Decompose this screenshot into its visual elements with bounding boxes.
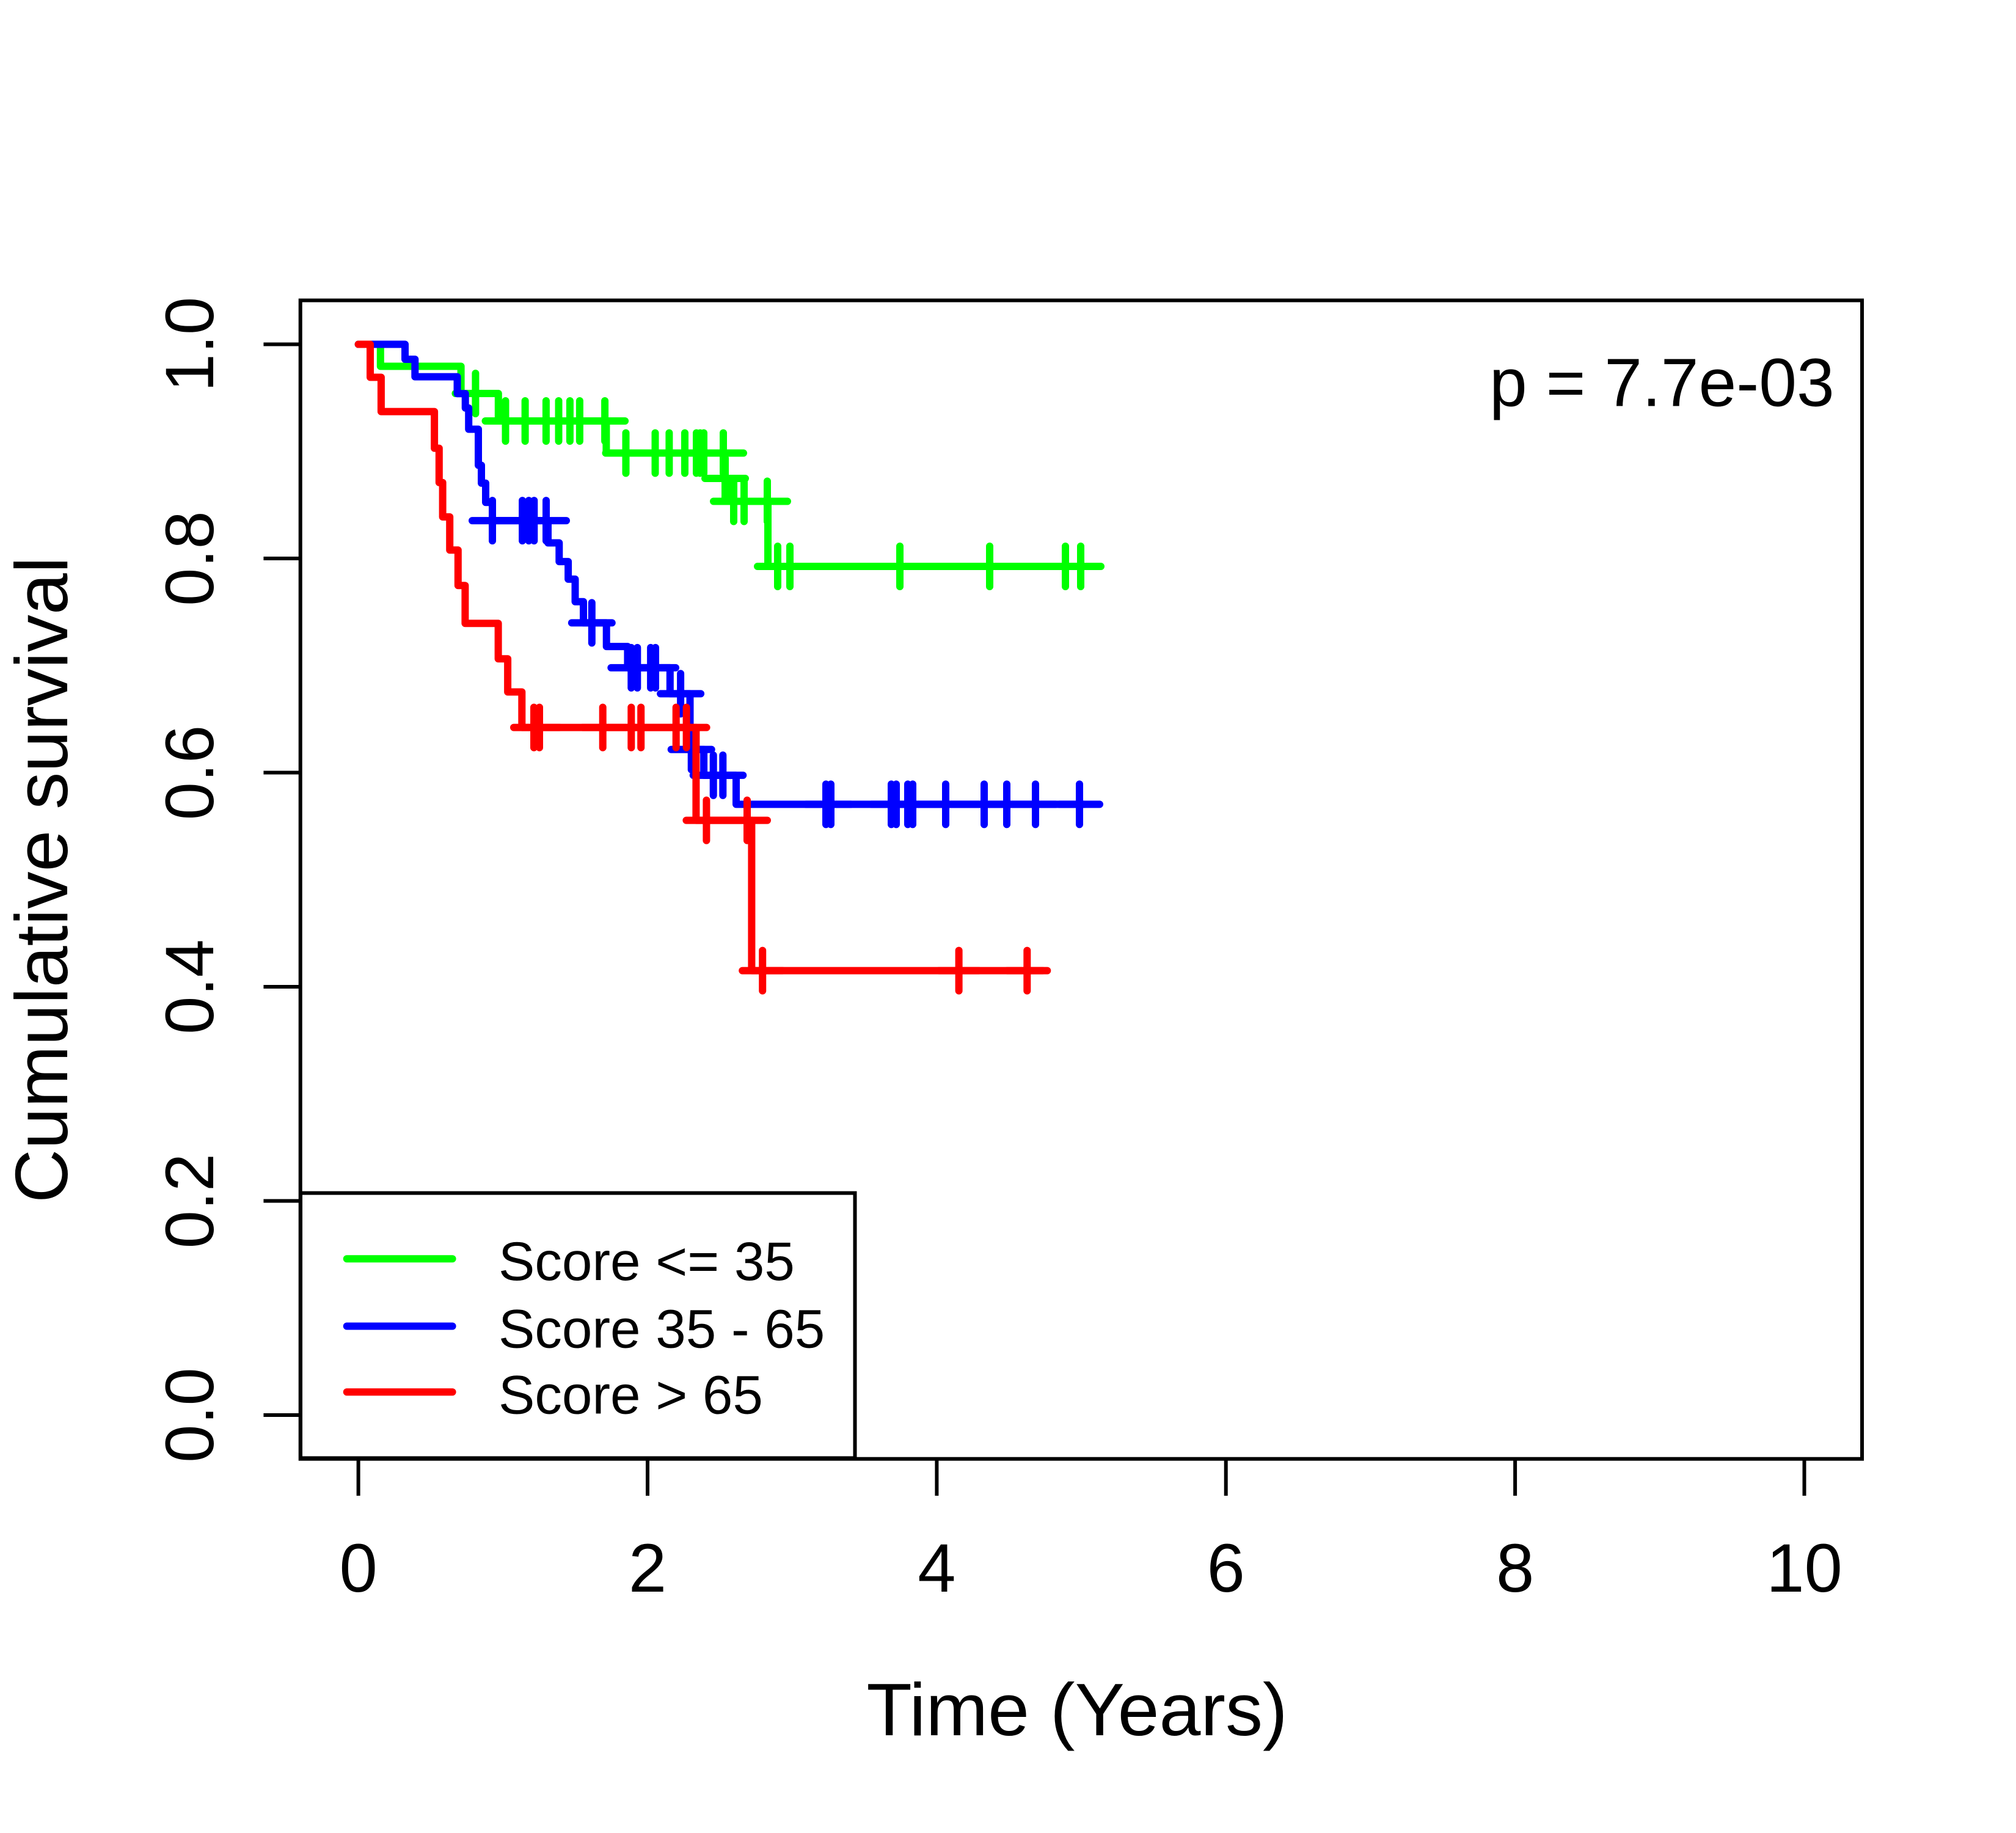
svg-text:0.2: 0.2	[152, 1154, 228, 1249]
svg-text:4: 4	[918, 1530, 955, 1606]
svg-text:p = 7.7e-03: p = 7.7e-03	[1489, 345, 1835, 421]
svg-text:Time (Years): Time (Years)	[866, 1668, 1287, 1751]
svg-text:0.6: 0.6	[152, 725, 228, 821]
svg-text:8: 8	[1496, 1530, 1534, 1606]
svg-text:0.8: 0.8	[152, 511, 228, 606]
svg-text:2: 2	[629, 1530, 667, 1606]
svg-text:Score > 65: Score > 65	[499, 1364, 763, 1425]
svg-text:0: 0	[339, 1530, 377, 1606]
svg-text:Score <= 35: Score <= 35	[499, 1231, 795, 1292]
svg-text:6: 6	[1207, 1530, 1245, 1606]
svg-text:0.0: 0.0	[152, 1367, 228, 1463]
svg-text:0.4: 0.4	[152, 939, 228, 1034]
svg-text:Score 35 - 65: Score 35 - 65	[499, 1298, 825, 1359]
svg-text:10: 10	[1766, 1530, 1843, 1606]
svg-text:Cumulative survival: Cumulative survival	[0, 557, 83, 1203]
svg-text:1.0: 1.0	[152, 297, 228, 392]
